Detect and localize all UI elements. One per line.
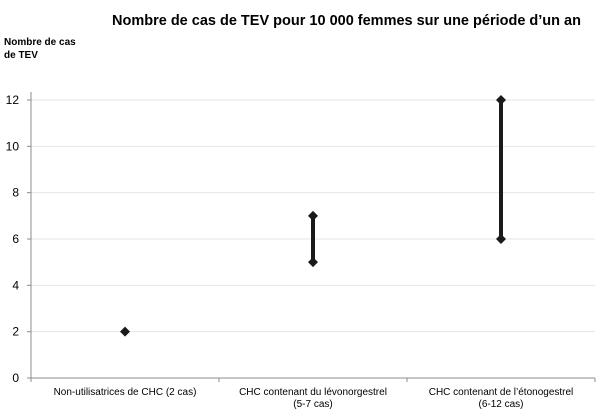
- y-tick-label: 12: [6, 93, 20, 107]
- y-tick-label: 4: [12, 278, 19, 292]
- low-marker: [496, 234, 506, 244]
- y-axis-label: Nombre de cas de TEV: [4, 37, 76, 61]
- x-category-label: CHC contenant de l’étonogestrel (6-12 cas…: [429, 387, 574, 410]
- low-marker: [308, 257, 318, 268]
- x-category-label: Non-utilisatrices de CHC (2 cas): [54, 387, 197, 398]
- y-tick-label: 0: [12, 371, 19, 385]
- chart-title: Nombre de cas de TEV pour 10 000 femmes …: [112, 13, 581, 29]
- y-tick-label: 2: [12, 325, 19, 339]
- point-marker: [120, 326, 130, 337]
- high-marker: [308, 210, 318, 221]
- high-marker: [496, 95, 506, 105]
- x-category-label: CHC contenant du lévonorgestrel (5-7 cas): [239, 387, 387, 410]
- y-tick-label: 8: [12, 186, 19, 200]
- y-tick-label: 6: [12, 232, 19, 246]
- y-tick-label: 10: [6, 139, 20, 153]
